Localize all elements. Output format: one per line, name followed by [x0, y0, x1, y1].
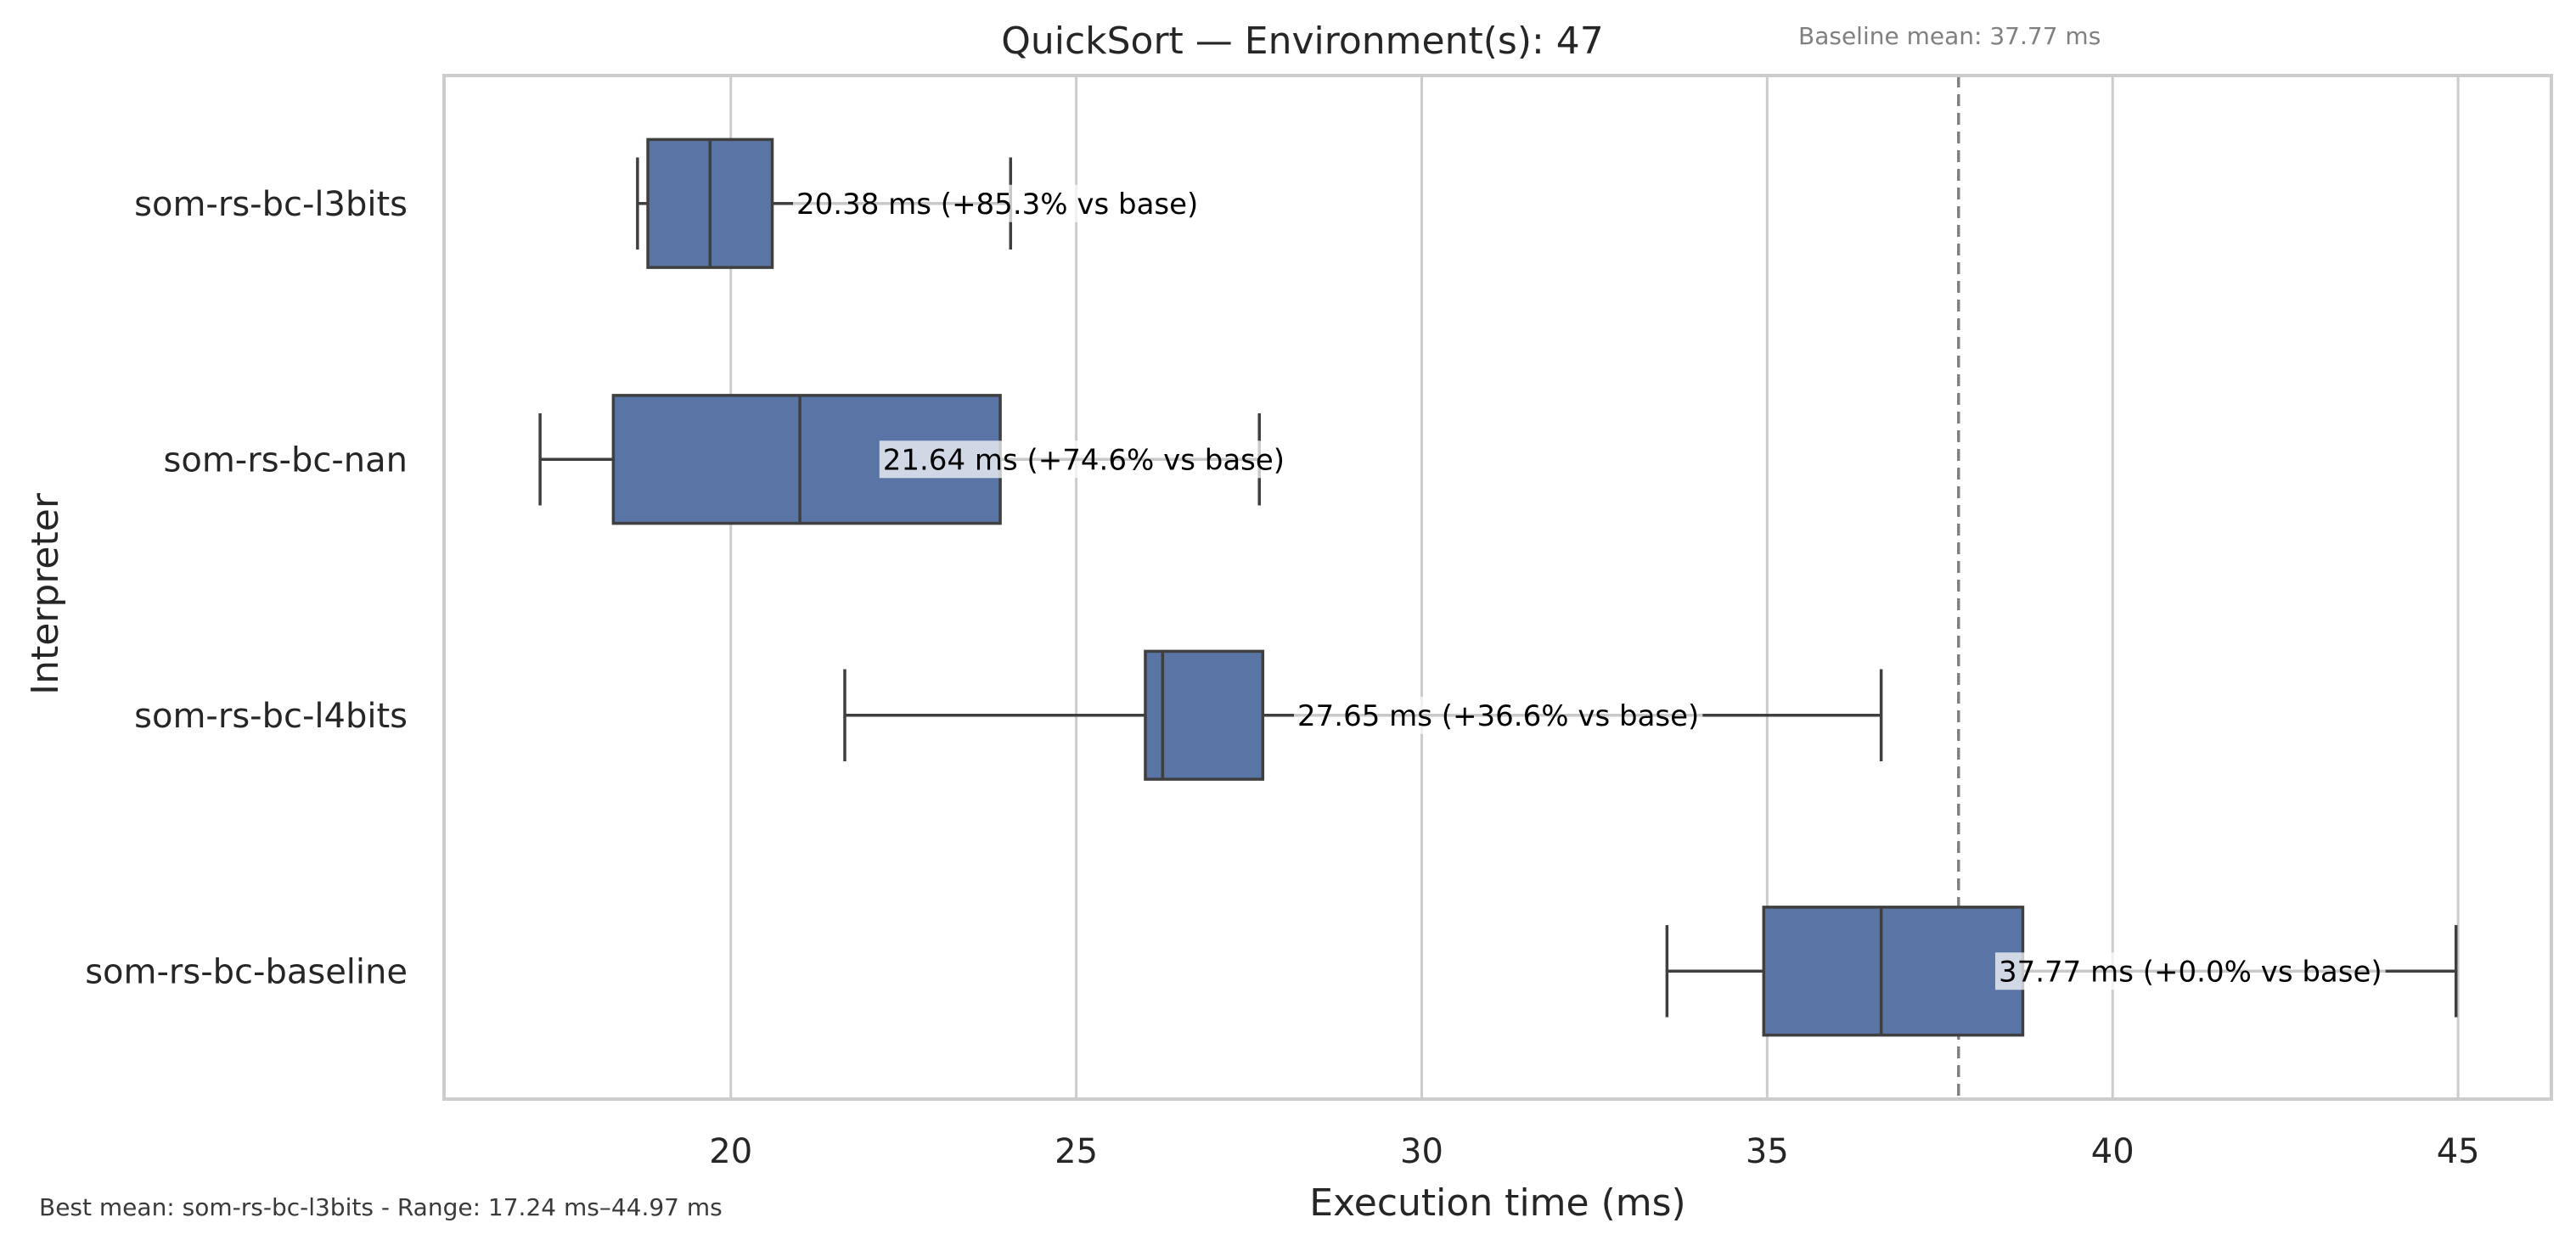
x-tick-label: 35: [1746, 1132, 1789, 1171]
x-tick-label: 30: [1400, 1132, 1443, 1171]
chart-title: QuickSort — Environment(s): 47: [1001, 20, 1604, 63]
annotation-som-rs-bc-baseline: 37.77 ms (+0.0% vs base): [1995, 952, 2386, 990]
annotation-som-rs-bc-l3bits: 20.38 ms (+85.3% vs base): [793, 185, 1201, 222]
baseline-label: Baseline mean: 37.77 ms: [1798, 22, 2101, 50]
x-tick-label: 40: [2091, 1132, 2134, 1171]
y-tick-label: som-rs-bc-baseline: [85, 952, 408, 991]
annotation-text: 21.64 ms (+74.6% vs base): [883, 443, 1285, 477]
y-tick-label: som-rs-bc-l4bits: [134, 697, 408, 736]
annotation-text: 27.65 ms (+36.6% vs base): [1297, 699, 1699, 733]
box-iqr: [1763, 907, 2022, 1035]
y-tick-label: som-rs-bc-l3bits: [134, 185, 408, 224]
annotation-text: 20.38 ms (+85.3% vs base): [796, 188, 1198, 222]
y-tick-labels: som-rs-bc-l3bits som-rs-bc-nan som-rs-bc-l…: [85, 185, 408, 992]
annotation-som-rs-bc-l4bits: 27.65 ms (+36.6% vs base): [1294, 697, 1702, 734]
y-tick-label: som-rs-bc-nan: [164, 440, 408, 480]
x-tick-labels: 20 25 30 35 40 45: [709, 1132, 2479, 1171]
x-tick-label: 20: [709, 1132, 752, 1171]
x-tick-label: 25: [1055, 1132, 1098, 1171]
footer-note: Best mean: som-rs-bc-l3bits - Range: 17.…: [39, 1193, 723, 1221]
annotation-text: 37.77 ms (+0.0% vs base): [1999, 955, 2382, 989]
y-axis-label: Interpreter: [24, 492, 67, 695]
annotation-som-rs-bc-nan: 21.64 ms (+74.6% vs base): [880, 440, 1288, 478]
x-tick-label: 45: [2437, 1132, 2480, 1171]
x-axis-label: Execution time (ms): [1309, 1181, 1685, 1225]
